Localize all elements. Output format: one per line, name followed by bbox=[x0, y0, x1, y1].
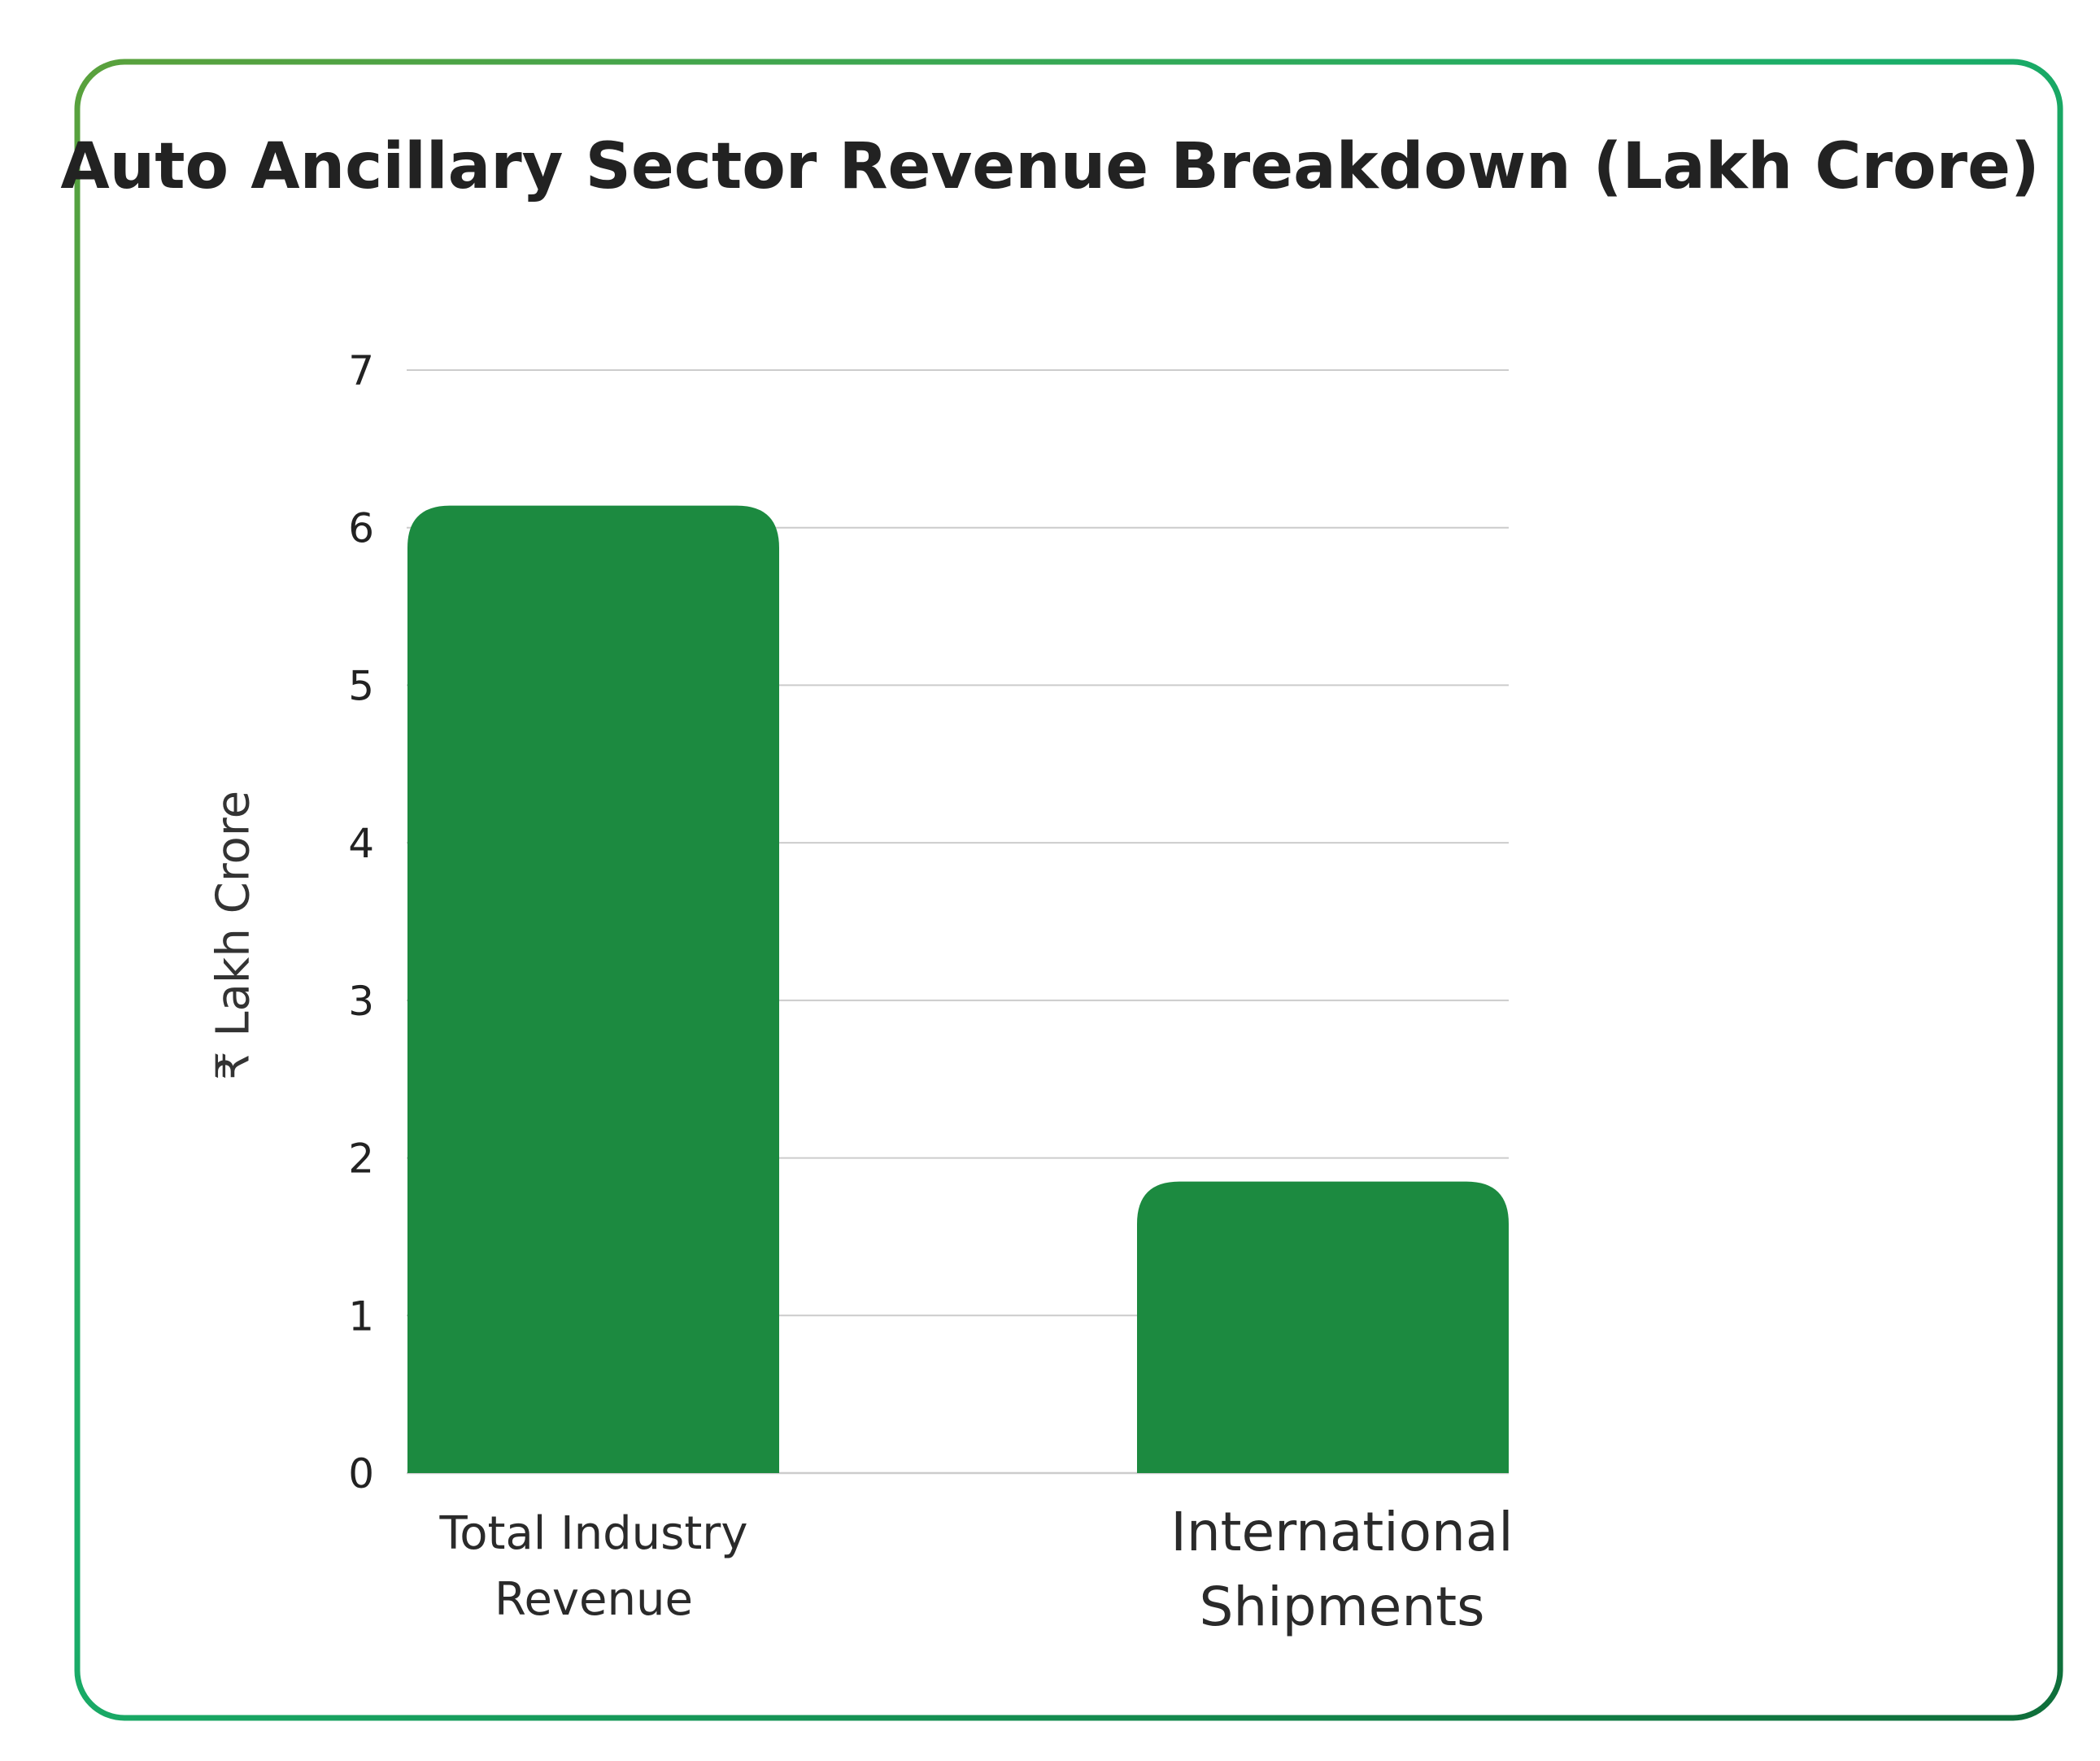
chart-title: Auto Ancillary Sector Revenue Breakdown … bbox=[60, 130, 2040, 203]
y-tick-label-6: 6 bbox=[348, 505, 374, 552]
bars bbox=[407, 505, 1509, 1474]
y-tick-label-2: 2 bbox=[348, 1135, 374, 1183]
y-tick-label-4: 4 bbox=[348, 820, 374, 867]
y-axis-label: ₹ Lakh Crore bbox=[207, 790, 260, 1081]
y-tick-label-1: 1 bbox=[348, 1292, 374, 1340]
y-tick-label-3: 3 bbox=[348, 978, 374, 1025]
y-tick-label-7: 7 bbox=[348, 347, 374, 394]
bar-international-shipments bbox=[1137, 1181, 1509, 1473]
bar-total-industry-revenue bbox=[407, 505, 779, 1474]
y-tick-label-0: 0 bbox=[348, 1450, 374, 1497]
x-tick-label-international-shipments: International Shipments bbox=[1170, 1501, 1514, 1639]
y-axis-ticks: 0 1 2 3 4 5 6 7 bbox=[348, 347, 374, 1497]
y-tick-label-5: 5 bbox=[348, 662, 374, 709]
x-tick-label-total-industry-revenue: Total Industry Revenue bbox=[439, 1507, 748, 1627]
